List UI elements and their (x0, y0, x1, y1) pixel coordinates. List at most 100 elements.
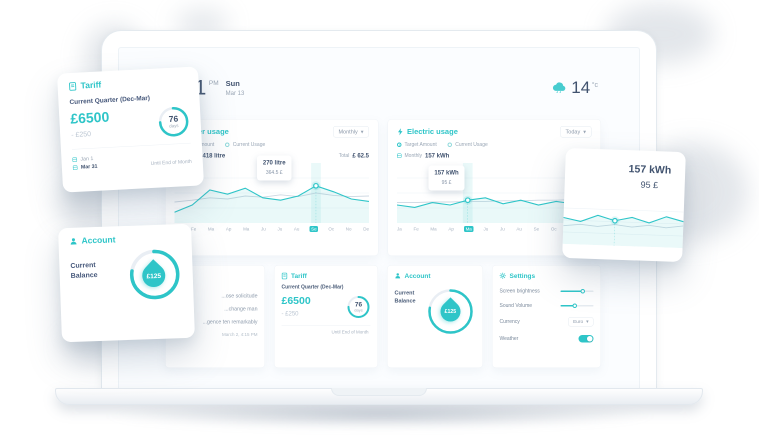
balance-label: Current Balance (394, 290, 416, 304)
month-label: Ap (448, 226, 454, 232)
tooltip-chart (562, 196, 685, 249)
timestamp: March 2, 4:15 PM (221, 332, 258, 337)
date-label: Mar 13 (225, 89, 245, 97)
dashboard-header: 21 PM Sun Mar 13 (165, 75, 601, 118)
month-label: Oc (328, 226, 335, 232)
text-line: ...gence ten remarkably (202, 319, 258, 325)
card-title: Tariff (281, 272, 371, 280)
month-label: Ap (225, 226, 232, 232)
panel-title-label: Water usage (184, 127, 229, 137)
lightning-bolt-icon (398, 128, 403, 136)
card-title-label: Settings (509, 272, 536, 280)
dashboard-screen: 21 PM Sun Mar 13 (118, 47, 640, 388)
laptop-base (55, 388, 703, 405)
quarter-label: Current Quarter (Dec-Mar) (69, 93, 151, 106)
volume-slider[interactable] (560, 303, 594, 309)
month-label-active: Se (309, 226, 319, 232)
weather-label: Weather (499, 336, 519, 342)
radio-icon[interactable] (397, 142, 402, 147)
range-dropdown[interactable]: Today (560, 126, 592, 138)
tariff-discount: - £250 (70, 129, 92, 139)
tooltip-price: 95 £ (640, 179, 659, 191)
person-icon (395, 273, 401, 279)
stat-label: Monthly (404, 152, 423, 159)
receipt-icon (69, 82, 77, 91)
date-start-label: Jan 1 (80, 155, 94, 163)
calendar-icon (72, 165, 78, 170)
balance-gauge: £125 (127, 247, 183, 303)
card-title-label: Tariff (80, 79, 102, 91)
gear-icon (499, 272, 506, 279)
temperature-value: 14 (571, 78, 591, 97)
text-line: ...ose solicitude (221, 293, 258, 299)
radio-icon[interactable] (447, 142, 453, 147)
card-title: Settings (499, 272, 594, 280)
receipt-icon (281, 272, 288, 280)
panel-title: Electric usage (397, 127, 458, 137)
floating-account-card: Account Current Balance £125 (58, 223, 195, 343)
balance-value: £125 (444, 308, 457, 315)
text-line: ...change man (224, 306, 258, 312)
month-label: Ma (430, 226, 437, 232)
weather-display: 14 °c (551, 79, 598, 96)
month-label: Se (533, 226, 540, 232)
tooltip-readout: 157 kWh 95 £ (628, 163, 671, 191)
card-title-label: Account (81, 234, 116, 246)
range-dropdown-label: Today (565, 128, 581, 135)
dashboard: 21 PM Sun Mar 13 (119, 48, 639, 368)
tooltip-value: 157 kWh (434, 169, 459, 176)
balance-label: Current Balance (70, 260, 98, 280)
month-label: Ju (483, 226, 489, 232)
date-start: Jan 1 (72, 155, 97, 162)
panel-title-label: Electric usage (407, 127, 458, 137)
weather-toggle[interactable] (578, 335, 594, 343)
tariff-caption: Until End of Month (331, 329, 369, 335)
date-end: Mar 31 (72, 163, 98, 171)
stat-value: 157 kWh (425, 152, 450, 159)
floating-tariff-card: Tariff Current Quarter (Dec-Mar) £6500 -… (56, 66, 205, 193)
chart-tooltip: 157 kWh 95 £ (428, 165, 465, 191)
tariff-amount: £6500 (69, 109, 110, 127)
total-label: Total (338, 152, 350, 159)
range-dropdown-label: Monthly (338, 128, 358, 135)
brightness-slider[interactable] (560, 288, 594, 294)
days-progress-ring: 76 days (157, 105, 191, 139)
electric-usage-chart[interactable] (397, 163, 592, 223)
total-value: £ 62.5 (352, 152, 369, 159)
balance-gauge: £125 (426, 287, 476, 337)
panel-stats: Monthly 157 kWh (397, 152, 592, 159)
water-usage-chart[interactable] (174, 163, 369, 223)
month-label: Fe (190, 226, 197, 232)
currency-label: Currency (499, 319, 520, 325)
month-label: Au (516, 226, 522, 232)
legend-label: Target Amount (404, 142, 437, 148)
range-dropdown[interactable]: Monthly (332, 126, 369, 138)
currency-select[interactable]: Euro (568, 317, 594, 327)
card-title: Account (395, 272, 476, 280)
calendar-icon (72, 157, 78, 162)
day-label: Sun (225, 79, 240, 89)
month-axis: JaFeMaApMaJuJuAuSeOcNoDe (175, 226, 370, 232)
days-value: 76 (354, 300, 363, 309)
tooltip-value: 270 litre (262, 159, 286, 166)
legend-label: Current Usage (232, 142, 266, 148)
notes-text: ...ose solicitude ...change man ...gence t… (173, 293, 258, 325)
month-label: Ju (261, 226, 266, 232)
month-label: Fe (413, 226, 419, 232)
month-label: Ju (277, 226, 283, 232)
person-icon (70, 238, 77, 245)
days-progress-ring: 76 days (347, 295, 371, 319)
month-label: De (363, 226, 369, 232)
days-label: days (354, 307, 363, 313)
date-end-label: Mar 31 (80, 163, 98, 171)
month-label: Au (293, 226, 300, 232)
month-label: Ma (243, 226, 250, 232)
temperature-unit: °c (591, 80, 598, 89)
month-label: Oc (550, 226, 557, 232)
quarter-label: Current Quarter (Dec-Mar) (281, 284, 344, 291)
radio-icon[interactable] (225, 142, 230, 147)
currency-value: Euro (573, 319, 584, 325)
brightness-label: Screen brightness (499, 288, 540, 294)
tooltip-price: 95 £ (441, 180, 452, 186)
